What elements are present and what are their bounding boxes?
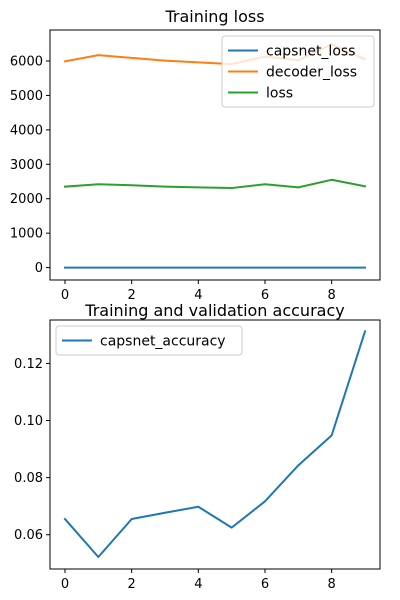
x-tick-label: 0 bbox=[61, 288, 69, 303]
y-tick-label: 6000 bbox=[10, 54, 43, 69]
x-tick-label: 8 bbox=[328, 577, 336, 592]
x-tick-label: 6 bbox=[261, 288, 269, 303]
x-tick-label: 2 bbox=[128, 288, 136, 303]
training-loss-chart: Training loss 0 2 4 6 8 0 1000 2000 3000 4000 5000 6… bbox=[10, 7, 381, 303]
y-tick-label: 4000 bbox=[10, 123, 43, 138]
legend-label-loss: loss bbox=[266, 86, 293, 102]
y-tick-label: 2000 bbox=[10, 192, 43, 207]
legend-label-capsnet_accuracy: capsnet_accuracy bbox=[100, 334, 226, 350]
y-tick-label: 0.12 bbox=[14, 357, 43, 372]
x-tick-label: 8 bbox=[328, 288, 336, 303]
y-tick-label: 0.08 bbox=[14, 471, 43, 486]
legend-box bbox=[221, 35, 375, 108]
y-tick-label: 3000 bbox=[10, 158, 43, 173]
legend-label-capsnet_loss: capsnet_loss bbox=[266, 44, 355, 60]
legend-label-decoder_loss: decoder_loss bbox=[266, 65, 357, 81]
y-tick-label: 0.10 bbox=[14, 414, 43, 429]
y-tick-label: 0.06 bbox=[14, 528, 43, 543]
x-tick-label: 4 bbox=[194, 577, 202, 592]
chart-title: Training loss bbox=[164, 7, 264, 26]
y-tick-label: 5000 bbox=[10, 89, 43, 104]
series-line-loss bbox=[63, 178, 367, 190]
chart-title: Training and validation accuracy bbox=[84, 301, 344, 320]
accuracy-chart: Training and validation accuracy 0 2 4 6 8 0.0… bbox=[14, 301, 381, 592]
legend-box bbox=[55, 325, 243, 356]
y-tick-label: 1000 bbox=[10, 227, 43, 242]
x-tick-label: 2 bbox=[128, 577, 136, 592]
series-line-capsnet_accuracy bbox=[63, 330, 367, 559]
x-tick-label: 0 bbox=[61, 577, 69, 592]
plot-frame bbox=[49, 29, 381, 281]
plot-frame bbox=[49, 319, 381, 570]
legend: capsnet_accuracy bbox=[55, 325, 243, 356]
x-tick-label: 6 bbox=[261, 577, 269, 592]
x-tick-label: 4 bbox=[194, 288, 202, 303]
y-tick-label: 0 bbox=[35, 261, 43, 276]
